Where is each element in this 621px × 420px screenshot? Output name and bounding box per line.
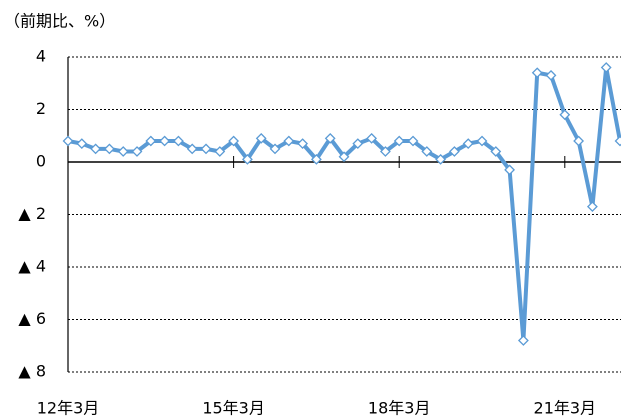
series-line (67, 65, 621, 343)
point-marker (103, 143, 115, 155)
point-marker (186, 143, 198, 155)
point-marker (255, 132, 267, 144)
point-marker (228, 135, 240, 147)
point-marker (462, 138, 474, 150)
point-marker (131, 146, 143, 157)
point-marker (90, 143, 102, 155)
point-marker (172, 135, 184, 147)
x-tick-label: 15年3月 (202, 399, 265, 418)
point-marker (366, 132, 378, 144)
y-axis-label: （前期比、%） (4, 12, 115, 31)
point-marker (614, 135, 621, 147)
point-marker (421, 146, 433, 157)
point-marker (297, 138, 309, 150)
point-marker (310, 153, 322, 165)
x-tick-label: 12年3月 (37, 399, 100, 418)
point-marker (324, 132, 336, 144)
point-marker (379, 146, 391, 157)
point-marker (504, 164, 516, 176)
point-marker (352, 138, 364, 150)
point-marker (269, 143, 281, 155)
point-marker (586, 201, 598, 213)
point-marker (338, 151, 350, 163)
point-marker (517, 335, 529, 346)
point-marker (559, 109, 571, 121)
point-marker (531, 67, 543, 79)
x-tick-label: 18年3月 (368, 399, 431, 418)
point-marker (214, 146, 226, 157)
point-marker (545, 69, 557, 81)
x-tick-label: 21年3月 (534, 399, 597, 418)
point-marker (283, 135, 295, 147)
point-marker (76, 138, 88, 150)
point-marker (407, 135, 419, 147)
point-marker (393, 135, 405, 147)
y-tick-label: ▲ 4 (18, 257, 46, 276)
point-marker (435, 153, 447, 165)
point-marker (117, 146, 129, 157)
point-marker (573, 135, 585, 147)
point-marker (159, 135, 171, 147)
point-marker (476, 135, 488, 147)
point-marker (145, 135, 157, 147)
y-tick-label: 0 (36, 152, 46, 171)
point-marker (600, 62, 612, 73)
point-marker (62, 135, 74, 147)
y-tick-label: ▲ 6 (18, 309, 46, 328)
y-tick-label: ▲ 2 (18, 204, 46, 223)
point-marker (490, 146, 502, 157)
point-marker (241, 153, 253, 165)
point-marker (200, 143, 212, 155)
point-marker (448, 146, 460, 157)
y-tick-label: 4 (36, 47, 46, 66)
y-tick-label: ▲ 8 (18, 362, 46, 381)
y-tick-label: 2 (36, 99, 46, 118)
